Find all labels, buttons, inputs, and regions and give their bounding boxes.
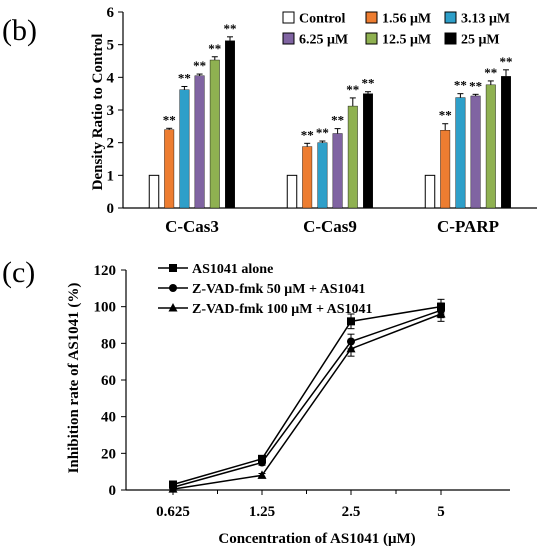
- panel-b-y-tick-label: 6: [107, 5, 115, 21]
- panel-b-bars: ************ ****** ****** ******: [148, 21, 513, 209]
- panel-b-y-ticks: 0 1 2 3 4 5 6: [107, 5, 123, 217]
- panel-b-bar: [148, 174, 160, 209]
- panel-c-y-axis-title: Inhibition rate of AS1041 (%): [66, 283, 82, 474]
- panel-b-significance-mark: **: [346, 82, 359, 97]
- panel-b-legend-label: 6.25 μM: [299, 33, 348, 48]
- panel-c-x-axis-title: Concentration of AS1041 (μM): [218, 531, 415, 547]
- panel-b-legend-swatch: [282, 32, 295, 45]
- panel-c-marker-square: [169, 264, 177, 272]
- panel-b-bar: [317, 142, 328, 209]
- panel-b-y-tick-label: 5: [107, 38, 115, 54]
- panel-b-significance-mark: **: [316, 125, 329, 140]
- panel-c-marker-triangle: [436, 309, 446, 318]
- panel-c-label: (c): [2, 256, 35, 289]
- panel-c-series: [168, 298, 446, 493]
- panel-c-marker-circle: [169, 284, 177, 292]
- panel-c-y-tick-label: 100: [94, 300, 117, 316]
- panel-b-legend-swatch: [365, 32, 378, 45]
- panel-c-series-line: [172, 309, 442, 488]
- panel-c-legend-label: Z-VAD-fmk 50 μM + AS1041: [192, 282, 366, 297]
- panel-c-marker-square: [347, 317, 355, 326]
- panel-b-legend-swatch: [365, 11, 378, 24]
- panel-b-bar: [225, 40, 235, 209]
- panel-b-legend-swatch: [282, 11, 295, 24]
- panel-b-legend: Control 1.56 μM 3.13 μM 6.25 μM 12.5 μM 25 μM: [282, 11, 510, 48]
- panel-b-category-label: C-Cas9: [303, 217, 357, 236]
- panel-c-marker-triangle: [168, 484, 178, 493]
- panel-b-significance-mark: **: [178, 70, 191, 85]
- panel-b-significance-mark: **: [362, 76, 375, 91]
- panel-b-bar: [286, 174, 298, 209]
- panel-c-legend-label: AS1041 alone: [192, 262, 273, 277]
- panel-b-legend-label: 25 μM: [461, 33, 500, 48]
- panel-c-x-tick-label: 5: [437, 504, 445, 520]
- panel-c-legend-label: Z-VAD-fmk 100 μM + AS1041: [192, 302, 373, 317]
- panel-b-significance-mark: **: [484, 65, 497, 80]
- panel-c-y-ticks: 0 20 40 60 80 100 120: [94, 263, 126, 499]
- panel-b-significance-mark: **: [439, 108, 452, 123]
- panel-b-bar: [363, 93, 373, 209]
- panel-b-bar: [164, 129, 175, 209]
- panel-b-significance-mark: **: [500, 54, 513, 69]
- panel-b-label: (b): [2, 14, 37, 47]
- panel-b-bar: [179, 89, 190, 209]
- panel-b-y-tick-label: 2: [107, 136, 115, 152]
- panel-b-legend-swatch: [444, 32, 457, 45]
- panel-b-category-labels: C-Cas3 C-Cas9 C-PARP: [165, 217, 499, 236]
- panel-b-legend-swatch: [444, 11, 457, 24]
- panel-c-x-tick-label: 0.625: [156, 504, 190, 520]
- panel-b-bar: [424, 174, 436, 209]
- panel-b-y-axis-title: Density Ratio to Control: [90, 34, 106, 191]
- panel-b-significance-mark: **: [301, 127, 314, 142]
- panel-b-significance-mark: **: [224, 21, 237, 36]
- panel-c-x-ticks: 0.625 1.25 2.5 5: [156, 490, 445, 520]
- panel-b-y-tick-label: 3: [107, 103, 115, 119]
- panel-b-bar: [209, 59, 220, 209]
- panel-b-y-tick-label: 4: [107, 70, 115, 86]
- panel-b-significance-mark: **: [163, 112, 176, 127]
- panel-c-y-tick-label: 120: [94, 263, 117, 279]
- panel-b-bar: [347, 105, 358, 209]
- panel-b-bar: [470, 95, 481, 209]
- panel-b-significance-mark: **: [193, 58, 206, 73]
- panel-b-significance-mark: **: [454, 78, 467, 93]
- panel-b-bar: [302, 146, 313, 209]
- panel-c-y-tick-label: 40: [101, 410, 116, 426]
- panel-c-marker-triangle: [346, 343, 356, 353]
- panel-c-legend: AS1041 alone Z-VAD-fmk 50 μM + AS1041 Z-VA…: [158, 262, 373, 317]
- panel-b-bar: [455, 97, 466, 209]
- panel-c-x-tick-label: 2.5: [342, 504, 361, 520]
- panel-b-significance-mark: **: [469, 78, 482, 93]
- panel-c-y-tick-label: 20: [101, 446, 116, 462]
- panel-c-x-tick-label: 1.25: [249, 504, 275, 520]
- panel-c-series-line: [172, 305, 442, 486]
- panel-b-bar: [332, 133, 343, 209]
- panel-b-significance-mark: **: [331, 113, 344, 128]
- panel-c-marker-circle: [258, 458, 266, 467]
- panel-c-marker-triangle: [168, 303, 178, 312]
- panel-b-bar: [501, 76, 511, 209]
- panel-b-bar: [440, 130, 451, 209]
- panel-b-category-label: C-Cas3: [165, 217, 219, 236]
- panel-c-marker-triangle: [257, 470, 267, 479]
- panel-b-legend-label: 1.56 μM: [382, 12, 431, 27]
- panel-c-series-line: [172, 313, 442, 490]
- panel-c-y-tick-label: 0: [109, 483, 117, 499]
- panel-b-significance-mark: **: [208, 41, 221, 56]
- panel-c-line-chart: (c) Inhibition rate of AS1041 (%) Concen…: [2, 256, 510, 547]
- panel-b-legend-label: Control: [299, 12, 346, 27]
- panel-b-y-tick-label: 0: [107, 201, 115, 217]
- panel-b-category-label: C-PARP: [437, 217, 499, 236]
- panel-c-y-tick-label: 60: [101, 373, 116, 389]
- panel-b-legend-label: 12.5 μM: [382, 33, 431, 48]
- panel-b-y-tick-label: 1: [107, 168, 115, 184]
- panel-b-bar: [485, 84, 496, 209]
- panel-c-y-tick-label: 80: [101, 336, 116, 352]
- panel-b-bar: [194, 75, 205, 209]
- panel-b-legend-label: 3.13 μM: [461, 12, 510, 27]
